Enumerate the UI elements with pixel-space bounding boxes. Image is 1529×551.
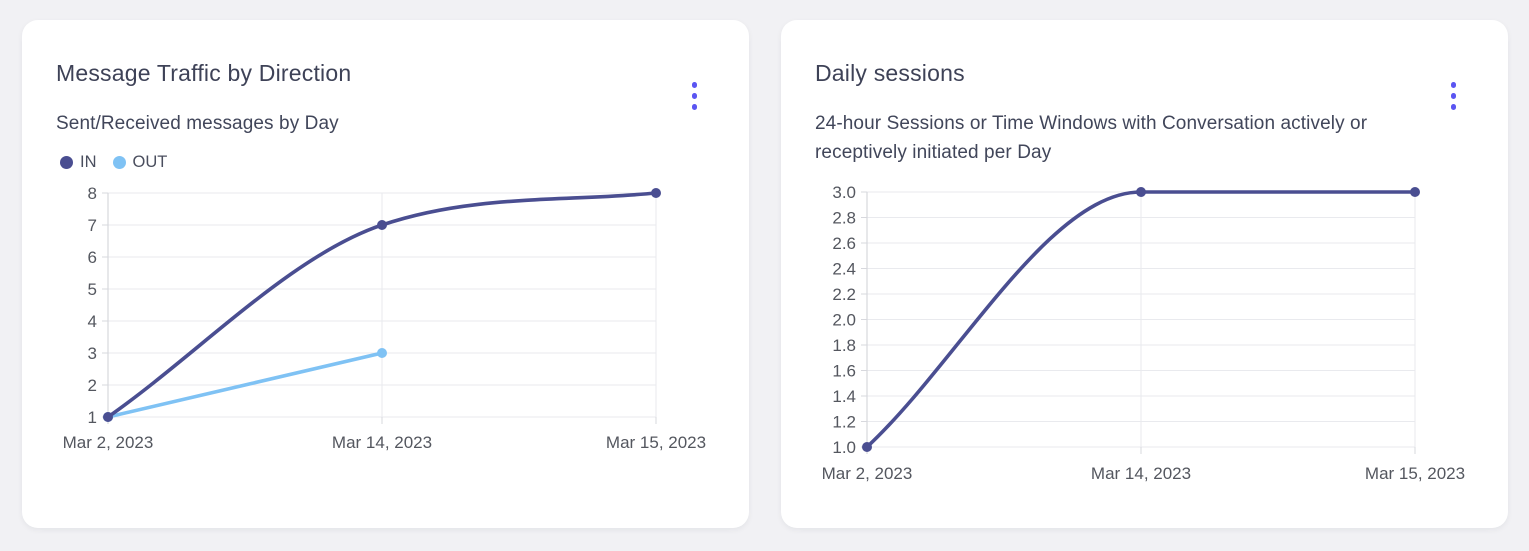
legend-item-out[interactable]: OUT [112, 153, 168, 172]
svg-text:Mar 15, 2023: Mar 15, 2023 [606, 433, 706, 452]
svg-text:Mar 2, 2023: Mar 2, 2023 [63, 433, 154, 452]
svg-text:1: 1 [88, 408, 97, 427]
svg-text:2.0: 2.0 [832, 311, 856, 330]
kebab-dot [1450, 82, 1456, 88]
line-chart-daily-sessions: 1.0 1.2 1.4 1.6 1.8 2.0 2.2 2.4 2.6 2.8 3.0 Mar 2, … [822, 183, 1465, 483]
svg-text:8: 8 [88, 184, 97, 203]
legend-label: IN [80, 153, 97, 171]
line-chart-message-traffic: 1 2 3 4 5 6 7 8 Mar 2, 2023 Mar 14, 2023 Mar 15, 2… [63, 184, 706, 452]
svg-text:2: 2 [88, 376, 97, 395]
kebab-dot [691, 82, 697, 88]
card-message-traffic: Message Traffic by Direction Sent/Receiv… [22, 20, 749, 528]
kebab-menu-icon[interactable] [1445, 78, 1463, 114]
kebab-dot [1450, 104, 1456, 110]
card-subtitle: 24-hour Sessions or Time Windows with Co… [815, 113, 1368, 163]
legend-item-in[interactable]: IN [60, 153, 97, 172]
svg-text:2.6: 2.6 [832, 234, 856, 253]
svg-text:7: 7 [88, 216, 97, 235]
svg-text:1.0: 1.0 [832, 438, 856, 457]
svg-text:1.4: 1.4 [832, 387, 856, 406]
card-title: Daily sessions [815, 60, 965, 86]
svg-text:2.8: 2.8 [832, 209, 856, 228]
svg-text:3.0: 3.0 [832, 183, 856, 202]
legend-label: OUT [132, 153, 168, 171]
svg-text:6: 6 [88, 248, 97, 267]
kebab-dot [691, 104, 697, 110]
svg-text:Mar 15, 2023: Mar 15, 2023 [1365, 464, 1465, 483]
card-title: Message Traffic by Direction [56, 60, 352, 86]
card-daily-sessions: Daily sessions 24-hour Sessions or Time … [781, 20, 1508, 528]
svg-text:Mar 14, 2023: Mar 14, 2023 [1091, 464, 1191, 483]
svg-text:1.2: 1.2 [832, 413, 856, 432]
svg-text:1.6: 1.6 [832, 362, 856, 381]
svg-text:2.4: 2.4 [832, 260, 856, 279]
legend-dot [60, 156, 73, 169]
svg-text:2.2: 2.2 [832, 285, 856, 304]
legend-dot [112, 156, 126, 169]
svg-text:Mar 14, 2023: Mar 14, 2023 [332, 433, 432, 452]
svg-text:5: 5 [88, 280, 97, 299]
svg-text:Mar 2, 2023: Mar 2, 2023 [822, 464, 913, 483]
kebab-dot [1450, 93, 1456, 99]
kebab-menu-icon[interactable] [686, 78, 704, 114]
card-subtitle: Sent/Received messages by Day [56, 113, 339, 134]
svg-text:4: 4 [88, 312, 97, 331]
kebab-dot [691, 93, 697, 99]
chart-legend: IN OUT [60, 153, 715, 173]
svg-text:3: 3 [88, 344, 97, 363]
svg-text:1.8: 1.8 [832, 336, 856, 355]
